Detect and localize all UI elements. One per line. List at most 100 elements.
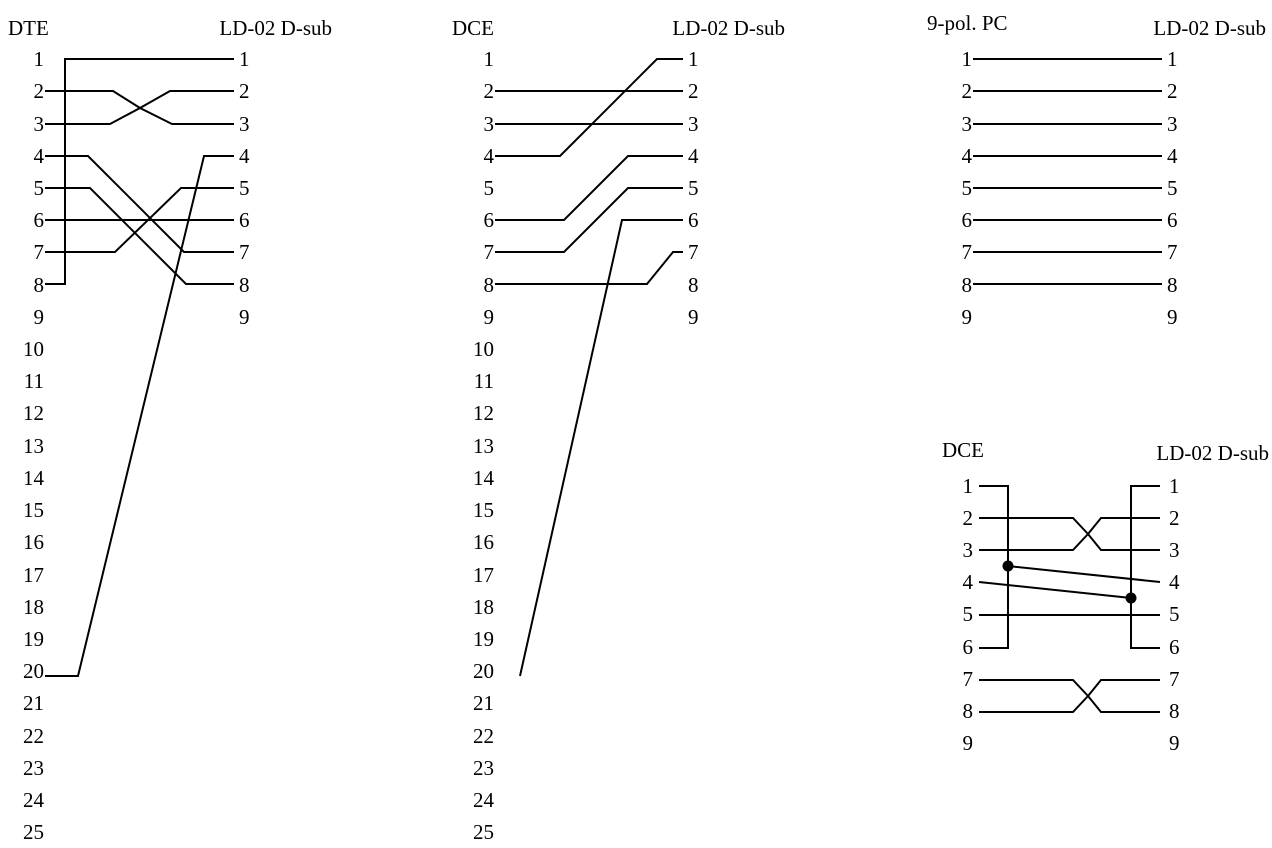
pc9-ld02-header: LD-02 D-sub: [1153, 16, 1266, 40]
dce25-ld02-pin-label: 6: [688, 208, 699, 232]
dce25-pin-label: 8: [484, 273, 495, 297]
dce9-wire-7-8: [979, 679, 1160, 713]
dce25-pin-label: 1: [484, 47, 495, 71]
dce25-pin-label: 11: [474, 369, 494, 393]
dte-wires: [45, 58, 234, 677]
dce9-ld02-pin-label: 6: [1169, 635, 1180, 659]
dte-header: DTE: [8, 16, 49, 40]
pc9-ld02-pin-label: 8: [1167, 273, 1178, 297]
dce25-pin-label: 3: [484, 112, 495, 136]
pc9-pin-label: 6: [962, 208, 973, 232]
dce9-pin-label: 1: [963, 474, 974, 498]
dce25-wire-8-7: [495, 251, 683, 285]
dte-right-pin-labels: 1 2 3 4 5 6 7 8 9: [239, 47, 250, 329]
pc9-pin-label: 8: [962, 273, 973, 297]
dte-wire-2-3: [45, 90, 234, 125]
dte-pin-label: 13: [23, 434, 44, 458]
dce25-pin-label: 7: [484, 240, 495, 264]
dte-pin-label: 8: [34, 273, 45, 297]
dte-pin-label: 2: [34, 79, 45, 103]
pc9-ld02-pin-label: 7: [1167, 240, 1178, 264]
dte-pin-label: 16: [23, 530, 44, 554]
dte-ld02-pin-label: 5: [239, 176, 250, 200]
pc9-pin-label: 1: [962, 47, 973, 71]
dce25-ld02-pin-label: 8: [688, 273, 699, 297]
dte-pin-label: 23: [23, 756, 44, 780]
dce25-pin-label: 24: [473, 788, 495, 812]
dce9-wire-4-junction: [978, 581, 1132, 599]
dte-pin-label: 22: [23, 724, 44, 748]
dte-left-pin-labels: 1 2 3 4 5 6 7 8 9 10 11 12 13 14 15 16 1…: [23, 47, 45, 844]
dte-ld02-pin-label: 4: [239, 144, 250, 168]
dce25-left-pin-labels: 1 2 3 4 5 6 7 8 9 10 11 12 13 14 15 16 1…: [473, 47, 495, 844]
dce25-pin-label: 13: [473, 434, 494, 458]
dte-wire-5-8: [45, 187, 234, 285]
dte-wire-4-7: [45, 155, 234, 253]
dce9-pin-label: 3: [963, 538, 974, 562]
dce25-pin-label: 12: [473, 401, 494, 425]
dce9-pin-label: 6: [963, 635, 974, 659]
pc9-pin-label: 2: [962, 79, 973, 103]
dce9-wire-3-2: [979, 517, 1160, 551]
dce25-pin-label: 22: [473, 724, 494, 748]
dce9-pin-label: 4: [963, 570, 974, 594]
dce25-pin-label: 20: [473, 659, 494, 683]
pc9-ld02-pin-label: 2: [1167, 79, 1178, 103]
pc9-ld02-pin-label: 9: [1167, 305, 1178, 329]
dce9-ld02-pin-label: 5: [1169, 602, 1180, 626]
dce25-wire-20-6: [519, 219, 683, 677]
dte-ld02-pin-label: 9: [239, 305, 250, 329]
dte-pin-label: 17: [23, 563, 44, 587]
dce25-pin-label: 17: [473, 563, 494, 587]
dce9-ld02-pin-label: 9: [1169, 731, 1180, 755]
dce25-pin-label: 18: [473, 595, 494, 619]
pc9-pin-label: 4: [962, 144, 973, 168]
dte-pin-label: 24: [23, 788, 45, 812]
dte-wire-3-2: [45, 90, 234, 125]
diagram-dte-25: DTE LD-02 D-sub 1 2 3 4 5 6 7 8 9 10 11 …: [8, 16, 332, 844]
pc9-ld02-pin-label: 5: [1167, 176, 1178, 200]
dce9-ld02-pin-label: 8: [1169, 699, 1180, 723]
dte-ld02-pin-label: 8: [239, 273, 250, 297]
dte-pin-label: 7: [34, 240, 45, 264]
dte-pin-label: 25: [23, 820, 44, 844]
dce25-ld02-header: LD-02 D-sub: [672, 16, 785, 40]
dce9-ld02-pin-label: 3: [1169, 538, 1180, 562]
pc9-ld02-pin-label: 6: [1167, 208, 1178, 232]
pc9-pin-label: 5: [962, 176, 973, 200]
dce9-wire-2-3: [979, 517, 1160, 551]
pc9-ld02-pin-label: 3: [1167, 112, 1178, 136]
dce25-pin-label: 2: [484, 79, 495, 103]
dce25-ld02-pin-label: 3: [688, 112, 699, 136]
dce25-ld02-pin-label: 1: [688, 47, 699, 71]
dce25-ld02-pin-label: 5: [688, 176, 699, 200]
dte-pin-label: 20: [23, 659, 44, 683]
dce9-wire-right-1-6-bridge: [1130, 485, 1160, 649]
dce25-ld02-pin-label: 9: [688, 305, 699, 329]
dce25-pin-label: 10: [473, 337, 494, 361]
dce25-pin-label: 6: [484, 208, 495, 232]
dce9-pin-label: 9: [963, 731, 974, 755]
dce25-pin-label: 16: [473, 530, 494, 554]
dte-pin-label: 19: [23, 627, 44, 651]
pc9-left-pin-labels: 1 2 3 4 5 6 7 8 9: [962, 47, 973, 329]
diagram-dce-25: DCE LD-02 D-sub 1 2 3 4 5 6 7 8 9 10 11 …: [452, 16, 785, 844]
dte-ld02-pin-label: 6: [239, 208, 250, 232]
dce25-pin-label: 15: [473, 498, 494, 522]
dte-pin-label: 14: [23, 466, 45, 490]
dte-pin-label: 1: [34, 47, 45, 71]
dce25-pin-label: 4: [484, 144, 495, 168]
dce9-pin-label: 2: [963, 506, 974, 530]
dce25-pin-label: 21: [473, 691, 494, 715]
dce9-ld02-pin-label: 2: [1169, 506, 1180, 530]
dce25-ld02-pin-label: 2: [688, 79, 699, 103]
dce9-wires: [978, 485, 1161, 713]
dte-pin-label: 12: [23, 401, 44, 425]
dce25-pin-label: 9: [484, 305, 495, 329]
dte-ld02-pin-label: 2: [239, 79, 250, 103]
dte-pin-label: 3: [34, 112, 45, 136]
dce9-pin-label: 7: [963, 667, 974, 691]
dce25-ld02-pin-label: 4: [688, 144, 699, 168]
pc9-right-pin-labels: 1 2 3 4 5 6 7 8 9: [1167, 47, 1178, 329]
